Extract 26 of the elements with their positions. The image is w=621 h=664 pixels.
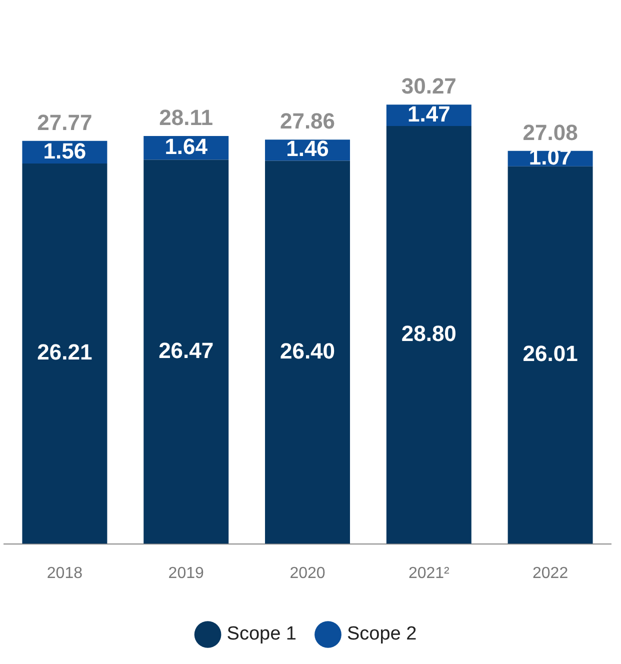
data-label: 26.40 xyxy=(280,338,336,364)
bar xyxy=(508,166,593,544)
data-label: 1.47 xyxy=(407,101,450,126)
bar xyxy=(22,164,108,544)
x-tick-label: 2019 xyxy=(168,564,204,582)
x-tick-label: 2021² xyxy=(408,564,450,582)
x-tick-label: 2018 xyxy=(46,564,83,582)
data-label: 1.64 xyxy=(164,134,208,159)
data-label: 1.46 xyxy=(286,136,329,162)
data-label: 26.01 xyxy=(522,341,578,366)
data-label: 1.56 xyxy=(43,138,86,164)
total-label: 30.27 xyxy=(401,74,456,99)
data-label: 26.21 xyxy=(37,340,92,365)
total-label: 27.77 xyxy=(37,110,92,135)
data-label: 26.47 xyxy=(158,338,214,363)
bar xyxy=(386,126,472,544)
x-tick-label: 2022 xyxy=(532,564,568,582)
x-tick-label: 2020 xyxy=(290,564,326,582)
legend-label: Scope 2 xyxy=(347,624,417,645)
bar xyxy=(144,160,229,544)
bar xyxy=(265,160,350,544)
legend-label: Scope 1 xyxy=(226,624,297,645)
total-label: 27.86 xyxy=(280,108,336,134)
total-label: 28.11 xyxy=(159,105,214,130)
total-label: 27.08 xyxy=(522,120,578,145)
data-label: 28.80 xyxy=(401,320,456,346)
